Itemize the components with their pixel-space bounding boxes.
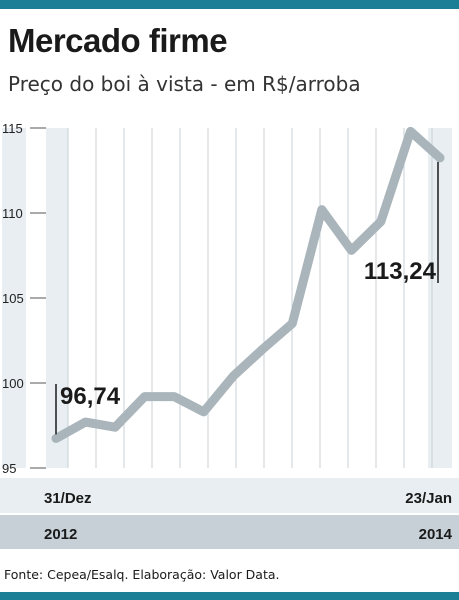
series-line [51,126,445,443]
chart-title: Mercado firme [8,22,228,59]
y-tick-label: 110 [2,206,23,221]
end-value-label: 113,24 [364,258,437,285]
y-tick-label: 95 [2,461,16,476]
x-axis-band: 31/Dez 2012 23/Jan 2014 [0,478,459,549]
start-value-label: 96,74 [60,383,121,410]
year-row [0,515,459,549]
top-accent-bar [0,0,459,9]
chart-subtitle: Preço do boi à vista - em R$/arroba [8,72,361,96]
background-bands [2,128,452,468]
x-start-year: 2012 [44,526,77,543]
x-end-date: 23/Jan [405,490,452,507]
y-tick-label: 115 [2,121,23,136]
left-margin-band [2,128,26,468]
bottom-accent-bar [0,592,459,600]
vertical-gridlines [67,128,433,468]
value-annotations: 96,74 113,24 [55,161,439,435]
x-end-year: 2014 [419,526,453,543]
y-tick-label: 100 [2,376,24,391]
first-date-band [46,128,68,468]
y-axis-ticks: 95 100 105 110 115 [2,121,46,476]
date-row [0,478,459,513]
source-note: Fonte: Cepea/Esalq. Elaboração: Valor Da… [4,567,280,582]
x-start-date: 31/Dez [44,490,92,507]
y-tick-label: 105 [2,291,24,306]
price-line-chart: 95 100 105 110 115 96,74 113,24 31/Dez 2012 23/… [0,121,459,549]
